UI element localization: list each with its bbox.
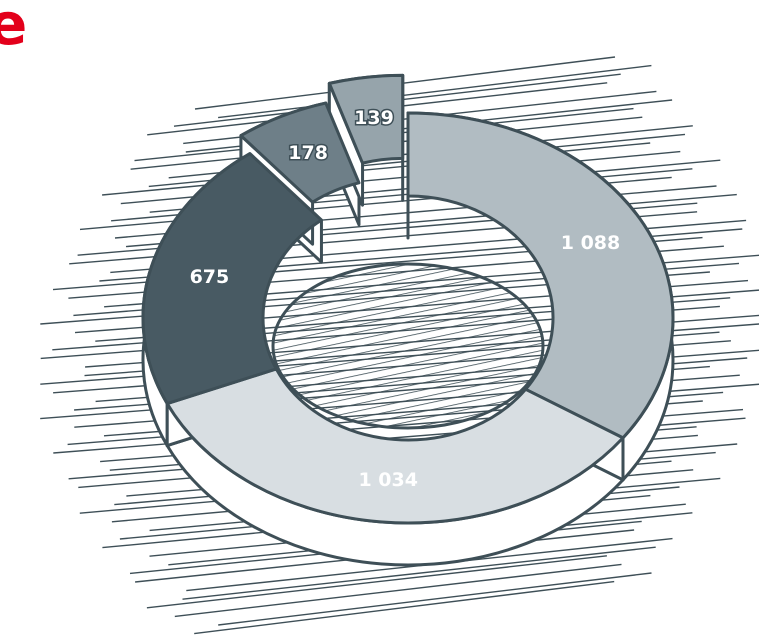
shadow-stripe bbox=[146, 555, 607, 609]
shadow-stripe bbox=[194, 580, 615, 635]
slice-top bbox=[239, 101, 361, 204]
ring-tops bbox=[141, 73, 675, 525]
data-label: 1 034 bbox=[358, 469, 418, 491]
data-label: 675 bbox=[190, 266, 230, 288]
slice-top bbox=[327, 73, 405, 165]
data-label: 178 bbox=[288, 142, 328, 164]
shadow-stripe bbox=[218, 572, 652, 626]
data-label: 139 bbox=[354, 107, 394, 129]
shadow-stripe bbox=[218, 64, 652, 119]
center-hole-hatch bbox=[271, 262, 545, 430]
data-labels: 1 088 1 034 675 178 139 bbox=[190, 106, 621, 492]
brand-logo-letter: e bbox=[0, 0, 28, 54]
hole-floor bbox=[271, 262, 545, 430]
data-label: 1 088 bbox=[561, 232, 621, 254]
shadow-stripe bbox=[182, 546, 656, 600]
shadow-stripe bbox=[194, 56, 616, 110]
slice-top bbox=[406, 111, 675, 440]
slice-top bbox=[141, 152, 323, 406]
slice-top bbox=[165, 367, 625, 525]
shadow-stripe bbox=[174, 563, 622, 618]
